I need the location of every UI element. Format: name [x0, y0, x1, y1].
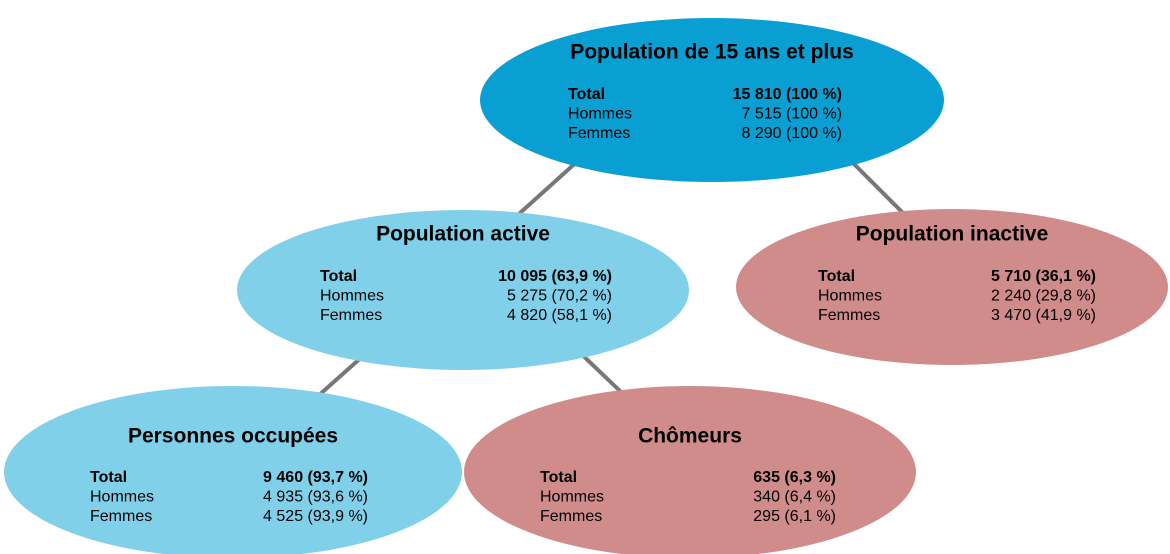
row-label: Total: [540, 469, 577, 486]
row-label: Femmes: [90, 508, 152, 525]
row-label: Total: [90, 469, 127, 486]
node-title: Chômeurs: [638, 425, 742, 448]
node-ellipse: [237, 210, 689, 370]
row-label: Femmes: [568, 125, 630, 142]
node-ellipse: [480, 18, 944, 182]
row-label: Hommes: [540, 489, 604, 506]
row-value: 8 290 (100 %): [741, 125, 842, 142]
row-value: 295 (6,1 %): [753, 508, 836, 525]
row-value: 4 935 (93,6 %): [263, 489, 368, 506]
node-title: Personnes occupées: [128, 425, 338, 448]
row-label: Total: [320, 268, 357, 285]
node-ellipse: [464, 386, 916, 554]
row-label: Total: [568, 86, 605, 103]
row-label: Femmes: [320, 307, 382, 324]
row-value: 3 470 (41,9 %): [991, 307, 1096, 324]
row-label: Hommes: [90, 489, 154, 506]
row-value: 4 525 (93,9 %): [263, 508, 368, 525]
row-value: 10 095 (63,9 %): [498, 268, 612, 285]
row-value: 2 240 (29,8 %): [991, 288, 1096, 305]
row-value: 15 810 (100 %): [733, 86, 842, 103]
node-title: Population inactive: [856, 223, 1049, 246]
row-value: 5 710 (36,1 %): [991, 268, 1096, 285]
node-title: Population active: [376, 223, 550, 246]
row-value: 5 275 (70,2 %): [507, 288, 612, 305]
row-label: Hommes: [568, 106, 632, 123]
row-label: Femmes: [540, 508, 602, 525]
row-value: 9 460 (93,7 %): [263, 469, 368, 486]
row-label: Hommes: [320, 288, 384, 305]
row-value: 7 515 (100 %): [741, 106, 842, 123]
row-label: Hommes: [818, 288, 882, 305]
row-value: 635 (6,3 %): [753, 469, 836, 486]
row-label: Total: [818, 268, 855, 285]
node-ellipse: [736, 209, 1168, 365]
row-value: 340 (6,4 %): [753, 489, 836, 506]
node-ellipse: [4, 386, 462, 554]
row-value: 4 820 (58,1 %): [507, 307, 612, 324]
node-title: Population de 15 ans et plus: [570, 41, 854, 64]
row-label: Femmes: [818, 307, 880, 324]
